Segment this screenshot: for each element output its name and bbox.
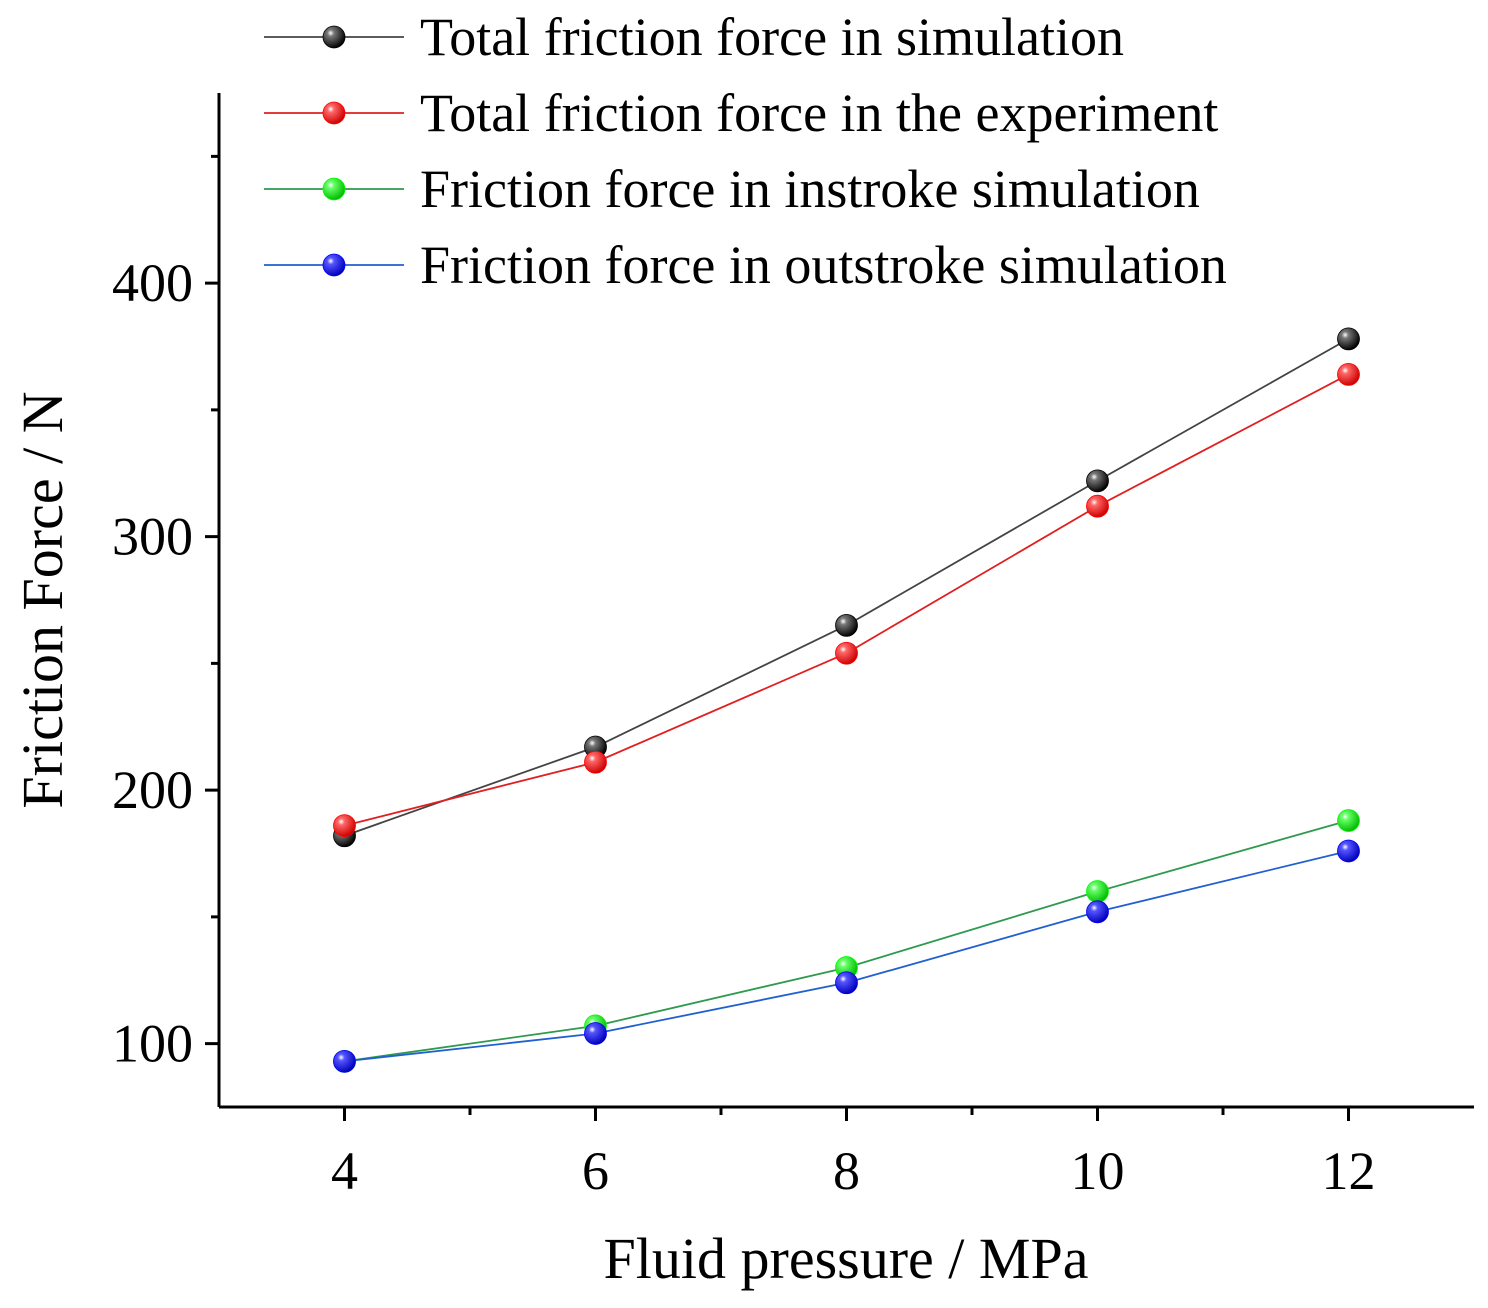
data-point bbox=[584, 750, 607, 774]
y-tick-label: 400 bbox=[112, 253, 193, 313]
legend-item-total-friction-force-in-the-experiment: Total friction force in the experiment bbox=[264, 83, 1218, 143]
series-lines bbox=[344, 338, 1349, 1063]
x-axis-ticks: 4 6 8 10 12 bbox=[331, 1107, 1376, 1201]
series-line-total-friction-force-in-the-experiment bbox=[344, 373, 1349, 827]
y-tick-label: 200 bbox=[112, 760, 193, 820]
data-point bbox=[1337, 362, 1360, 386]
x-axis-title: Fluid pressure / MPa bbox=[604, 1226, 1089, 1291]
data-point bbox=[1337, 327, 1360, 351]
x-tick-label: 12 bbox=[1322, 1141, 1376, 1201]
x-tick-label: 4 bbox=[331, 1141, 358, 1201]
legend-label: Total friction force in the experiment bbox=[420, 83, 1218, 143]
y-tick-label: 100 bbox=[112, 1014, 193, 1074]
data-point bbox=[584, 1022, 607, 1045]
legend-item-friction-force-in-outstroke-simulation: Friction force in outstroke simulation bbox=[264, 235, 1227, 295]
legend: Total friction force in simulation Total … bbox=[264, 7, 1227, 295]
y-axis-title: Friction Force / N bbox=[10, 391, 75, 808]
x-tick-label: 8 bbox=[833, 1141, 860, 1201]
legend-item-friction-force-in-instroke-simulation: Friction force in instroke simulation bbox=[264, 159, 1200, 219]
legend-marker bbox=[322, 253, 346, 277]
legend-label: Total friction force in simulation bbox=[420, 7, 1124, 67]
data-point bbox=[1086, 469, 1109, 493]
data-point bbox=[1086, 900, 1109, 924]
data-point bbox=[333, 1049, 356, 1073]
legend-marker bbox=[322, 177, 346, 201]
series-line-friction-force-in-outstroke-simulation bbox=[344, 850, 1349, 1063]
legend-label: Friction force in instroke simulation bbox=[420, 159, 1200, 219]
data-point bbox=[333, 814, 356, 838]
y-axis-ticks: 100 200 300 400 bbox=[112, 154, 219, 1074]
data-point bbox=[1086, 494, 1109, 518]
series-points bbox=[333, 327, 1360, 1073]
legend-label: Friction force in outstroke simulation bbox=[420, 235, 1227, 295]
data-point bbox=[835, 641, 858, 665]
x-tick-label: 6 bbox=[582, 1141, 609, 1201]
data-point bbox=[835, 613, 858, 637]
series-line-total-friction-force-in-simulation bbox=[344, 338, 1349, 837]
x-tick-label: 10 bbox=[1071, 1141, 1125, 1201]
data-point bbox=[1086, 880, 1109, 903]
y-tick-label: 300 bbox=[112, 507, 193, 567]
series-line-friction-force-in-instroke-simulation bbox=[344, 819, 1349, 1063]
data-point bbox=[835, 971, 858, 995]
data-point bbox=[1337, 809, 1360, 832]
legend-marker bbox=[322, 101, 346, 125]
data-point bbox=[1337, 839, 1360, 863]
legend-marker bbox=[322, 25, 346, 49]
legend-item-total-friction-force-in-simulation: Total friction force in simulation bbox=[264, 7, 1124, 67]
